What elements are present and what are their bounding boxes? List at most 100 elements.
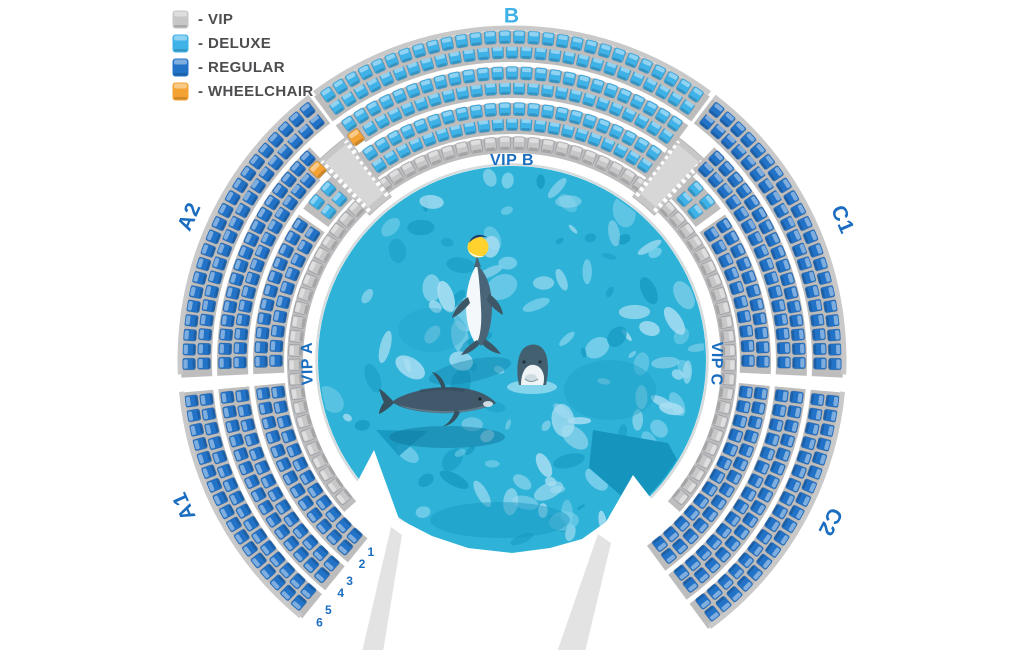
seat-C1[interactable]	[812, 357, 828, 370]
seat-C1[interactable]	[740, 339, 755, 353]
seat-A2[interactable]	[269, 339, 284, 353]
seat-A2[interactable]	[224, 285, 242, 301]
seat-A2[interactable]	[272, 309, 288, 324]
seat-C2[interactable]	[773, 388, 790, 403]
seat-C1[interactable]	[736, 309, 752, 324]
seat-A2[interactable]	[254, 340, 269, 354]
seat-A2[interactable]	[182, 343, 197, 356]
seat-B[interactable]	[526, 102, 541, 118]
seat-C2[interactable]	[750, 400, 767, 416]
seat-C2[interactable]	[807, 406, 824, 422]
seat-C2[interactable]	[752, 386, 769, 401]
seat-VIPB[interactable]	[468, 138, 484, 154]
seat-VIPB[interactable]	[498, 135, 512, 151]
seat-C1[interactable]	[776, 356, 792, 369]
seat-C1[interactable]	[824, 313, 841, 328]
seat-C1[interactable]	[812, 342, 827, 356]
seat-C1[interactable]	[809, 313, 826, 328]
seat-A2[interactable]	[256, 311, 273, 327]
seat-A1[interactable]	[188, 422, 205, 438]
seat-B[interactable]	[519, 45, 533, 60]
seat-B[interactable]	[498, 29, 512, 45]
seat-B[interactable]	[505, 45, 519, 59]
seat-C1[interactable]	[753, 326, 770, 340]
seat-C1[interactable]	[804, 283, 821, 300]
seat-C1[interactable]	[782, 285, 800, 301]
seat-C2[interactable]	[786, 404, 803, 420]
seat-C1[interactable]	[791, 342, 807, 356]
seat-A1[interactable]	[221, 404, 238, 420]
seat-VIPB[interactable]	[483, 136, 498, 152]
seat-B[interactable]	[476, 66, 491, 82]
seat-A2[interactable]	[217, 342, 233, 356]
seat-C1[interactable]	[827, 343, 842, 356]
seat-C1[interactable]	[807, 298, 824, 314]
seat-A2[interactable]	[219, 313, 236, 328]
seat-VIPA[interactable]	[292, 399, 309, 415]
seat-B[interactable]	[547, 68, 563, 85]
seat-A2[interactable]	[235, 312, 251, 328]
seat-C1[interactable]	[827, 357, 843, 371]
seat-VIPA[interactable]	[290, 314, 307, 330]
seat-C1[interactable]	[770, 298, 787, 314]
seat-A2[interactable]	[197, 342, 212, 356]
seat-A2[interactable]	[253, 355, 269, 368]
seat-C2[interactable]	[824, 394, 841, 409]
seat-A1[interactable]	[257, 400, 274, 416]
seat-C1[interactable]	[788, 313, 805, 328]
seat-B[interactable]	[454, 33, 469, 49]
seat-B[interactable]	[483, 30, 497, 46]
seat-VIPA[interactable]	[289, 386, 306, 401]
seat-A1[interactable]	[236, 403, 253, 418]
seat-C2[interactable]	[771, 403, 788, 418]
seat-A2[interactable]	[197, 327, 213, 342]
seat-C2[interactable]	[735, 399, 752, 415]
seat-VIPA[interactable]	[293, 300, 310, 316]
seat-C2[interactable]	[767, 417, 785, 433]
seat-B[interactable]	[540, 103, 555, 120]
seat-A2[interactable]	[237, 298, 254, 314]
seat-A1[interactable]	[185, 408, 202, 423]
seat-C2[interactable]	[788, 390, 805, 405]
seat-A1[interactable]	[239, 417, 257, 433]
seat-A1[interactable]	[234, 388, 251, 403]
seat-A2[interactable]	[233, 341, 248, 355]
seat-A2[interactable]	[254, 326, 271, 340]
seat-C1[interactable]	[740, 354, 756, 368]
seat-A2[interactable]	[203, 283, 220, 300]
seat-VIPC[interactable]	[717, 314, 734, 330]
seat-B[interactable]	[512, 101, 526, 117]
seat-C1[interactable]	[738, 324, 754, 339]
seat-C2[interactable]	[809, 392, 826, 407]
seat-A1[interactable]	[198, 392, 215, 407]
seat-B[interactable]	[498, 101, 512, 117]
seat-B[interactable]	[491, 45, 505, 60]
seat-A2[interactable]	[200, 298, 217, 314]
seat-A2[interactable]	[196, 357, 212, 370]
seat-B[interactable]	[491, 66, 505, 81]
seat-C1[interactable]	[826, 328, 842, 342]
seat-A1[interactable]	[203, 421, 220, 437]
seat-B[interactable]	[468, 31, 483, 47]
seat-A1[interactable]	[272, 399, 289, 415]
seat-A1[interactable]	[183, 393, 200, 409]
seat-C1[interactable]	[786, 299, 802, 315]
seat-C2[interactable]	[804, 421, 821, 437]
seat-C1[interactable]	[773, 312, 789, 327]
seat-B[interactable]	[527, 30, 541, 46]
seat-A2[interactable]	[222, 299, 238, 315]
seat-A2[interactable]	[218, 327, 234, 342]
seat-VIPB[interactable]	[540, 138, 556, 154]
seat-C1[interactable]	[790, 327, 806, 342]
seat-A1[interactable]	[255, 386, 272, 401]
seat-C1[interactable]	[755, 340, 770, 354]
seat-C1[interactable]	[811, 327, 827, 342]
seat-VIPB[interactable]	[512, 135, 526, 151]
seat-A2[interactable]	[182, 328, 198, 342]
seat-A2[interactable]	[183, 313, 200, 328]
seat-A1[interactable]	[270, 385, 286, 400]
seat-VIPB[interactable]	[554, 140, 570, 157]
seat-VIPC[interactable]	[718, 386, 735, 401]
seat-C1[interactable]	[791, 356, 807, 370]
seat-A2[interactable]	[268, 354, 284, 368]
